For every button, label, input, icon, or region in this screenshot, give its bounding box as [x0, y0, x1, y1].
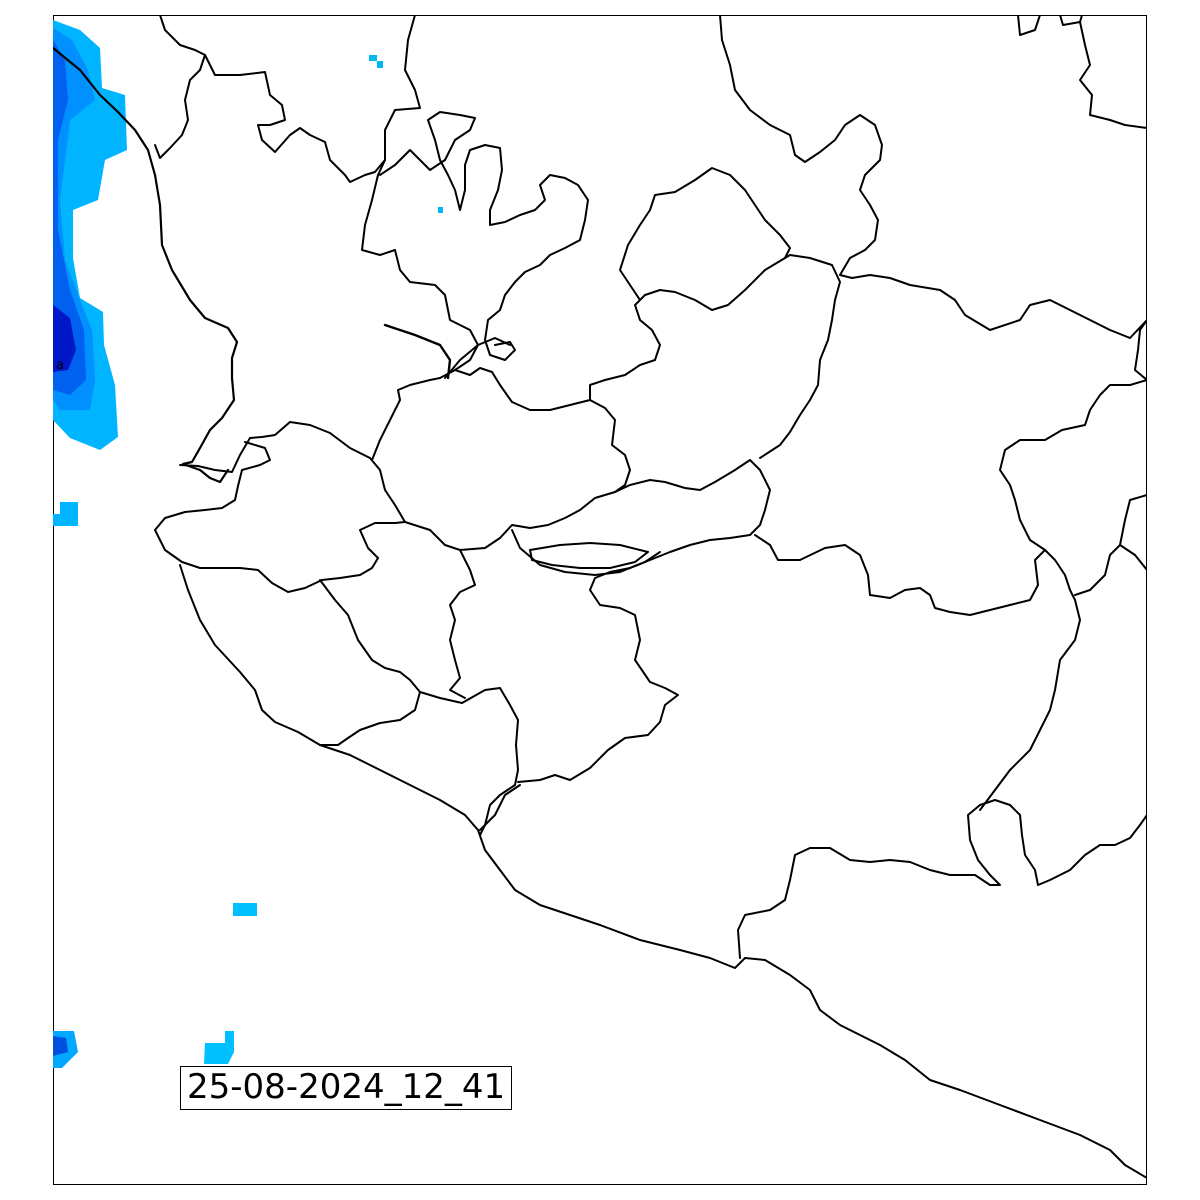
border-west-region — [154, 421, 406, 593]
border-far-northeast — [1017, 15, 1147, 129]
border-north-upper — [361, 15, 479, 371]
border-northeast-upper — [719, 15, 1147, 339]
border-southeast — [479, 784, 1147, 959]
precip-patch-southwest-core — [53, 1036, 68, 1056]
timestamp-label: 25-08-2024_12_41 — [180, 1066, 513, 1110]
precipitation-layer — [53, 20, 443, 1068]
precip-dot — [369, 55, 377, 61]
coastline-north — [53, 46, 239, 484]
precip-dot — [377, 61, 383, 68]
border-north-lobe — [619, 167, 791, 301]
precip-patch-south — [233, 903, 257, 916]
border-central-south — [404, 521, 476, 699]
border-inner-line — [383, 323, 452, 380]
border-southwest — [319, 579, 421, 746]
border-north-inner — [379, 111, 589, 361]
map-frame — [53, 15, 1147, 1185]
border-east-center — [979, 379, 1147, 811]
border-center-north — [371, 367, 631, 493]
border-lake — [529, 542, 649, 569]
precip-patch-mid — [53, 502, 78, 526]
border-mid-west-link — [444, 337, 511, 379]
edge-label: a — [56, 358, 64, 373]
border-north-mid — [204, 54, 386, 183]
state-borders — [53, 15, 1147, 1179]
border-lake-ring — [511, 529, 661, 576]
precip-core-strong — [53, 40, 86, 395]
border-north-left — [154, 15, 206, 159]
precip-patch-bottom — [204, 1031, 234, 1064]
precip-dot — [438, 207, 443, 213]
border-northeast-block — [589, 254, 841, 459]
coastline-south — [179, 564, 1147, 1179]
border-south-inner — [419, 687, 519, 836]
border-east-top — [1134, 319, 1147, 381]
border-east-right — [1074, 494, 1147, 596]
border-east-mid — [754, 534, 1046, 616]
border-mid — [459, 459, 771, 783]
precip-core-heavy — [53, 305, 76, 372]
